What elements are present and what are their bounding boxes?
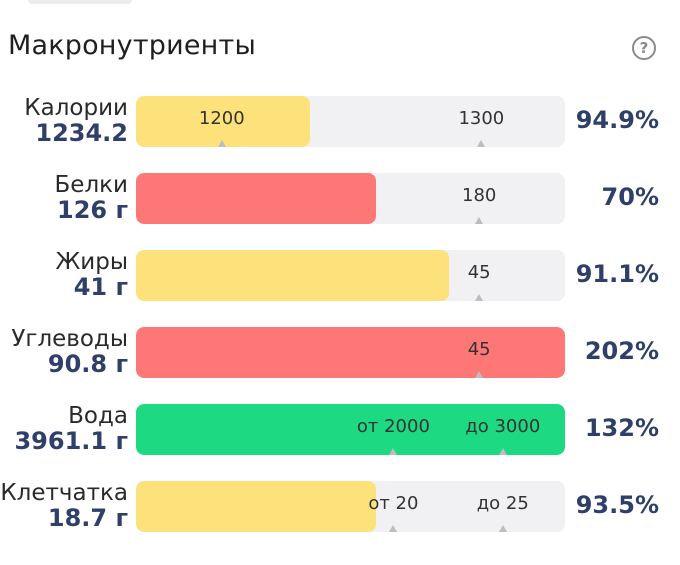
nutrient-row: Калории 1234.2 1200 1300 94.9% xyxy=(0,94,680,174)
target-mark-label: 45 xyxy=(467,339,491,360)
percent-value: 132% xyxy=(584,414,659,442)
progress-bar: от 20 до 25 xyxy=(136,481,565,532)
nutrient-label: Белки xyxy=(54,172,128,198)
progress-fill xyxy=(136,327,565,378)
target-mark-label: 1200 xyxy=(198,108,245,129)
percent-value: 93.5% xyxy=(575,491,659,519)
nutrient-amount: 3961.1 г xyxy=(14,427,128,455)
target-tick-icon xyxy=(217,140,226,147)
percent-value: 70% xyxy=(601,183,659,211)
target-tick-icon xyxy=(475,294,484,301)
target-tick-icon xyxy=(475,371,484,378)
top-strip xyxy=(28,0,132,4)
target-tick-icon xyxy=(498,525,507,532)
progress-fill xyxy=(136,481,377,532)
target-mark-label: 1300 xyxy=(458,108,505,129)
nutrient-row: Белки 126 г 180 70% xyxy=(0,171,680,251)
nutrient-row: Жиры 41 г 45 91.1% xyxy=(0,248,680,328)
nutrient-amount: 126 г xyxy=(57,196,128,224)
progress-bar: 45 xyxy=(136,327,565,378)
nutrient-amount: 90.8 г xyxy=(47,350,128,378)
percent-value: 202% xyxy=(584,337,659,365)
page-title: Макронутриенты xyxy=(8,30,256,61)
nutrient-amount: 41 г xyxy=(73,273,128,301)
target-mark-label: 180 xyxy=(462,185,497,206)
nutrient-amount: 18.7 г xyxy=(47,504,128,532)
percent-value: 94.9% xyxy=(575,106,659,134)
progress-bar: 45 xyxy=(136,250,565,301)
nutrient-label: Калории xyxy=(24,95,128,121)
target-tick-icon xyxy=(389,525,398,532)
progress-fill xyxy=(136,96,310,147)
target-tick-icon xyxy=(498,448,507,455)
target-mark-label: до 3000 xyxy=(465,416,541,437)
progress-bar: 1200 1300 xyxy=(136,96,565,147)
target-mark-label: от 20 xyxy=(368,493,419,514)
nutrient-row: Углеводы 90.8 г 45 202% xyxy=(0,325,680,405)
progress-fill xyxy=(136,250,450,301)
percent-value: 91.1% xyxy=(575,260,659,288)
target-tick-icon xyxy=(475,217,484,224)
target-mark-label: от 2000 xyxy=(356,416,430,437)
nutrient-row: Вода 3961.1 г от 2000 до 3000 132% xyxy=(0,402,680,482)
progress-fill xyxy=(136,404,565,455)
nutrient-amount: 1234.2 xyxy=(35,119,128,147)
question-circle-icon[interactable]: ? xyxy=(632,36,656,60)
nutrient-row: Клетчатка 18.7 г от 20 до 25 93.5% xyxy=(0,479,680,559)
nutrient-label: Углеводы xyxy=(11,326,128,352)
target-tick-icon xyxy=(389,448,398,455)
nutrient-label: Жиры xyxy=(55,249,128,275)
nutrient-label: Вода xyxy=(68,403,128,429)
nutrient-label: Клетчатка xyxy=(0,480,128,506)
target-mark-label: до 25 xyxy=(476,493,529,514)
progress-bar: 180 xyxy=(136,173,565,224)
target-tick-icon xyxy=(477,140,486,147)
progress-fill xyxy=(136,173,377,224)
target-mark-label: 45 xyxy=(467,262,491,283)
progress-bar: от 2000 до 3000 xyxy=(136,404,565,455)
